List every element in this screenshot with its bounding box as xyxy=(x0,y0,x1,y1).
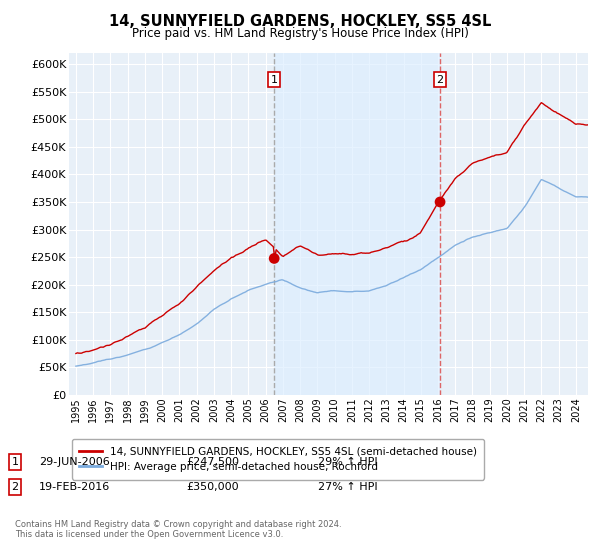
Legend: 14, SUNNYFIELD GARDENS, HOCKLEY, SS5 4SL (semi-detached house), HPI: Average pri: 14, SUNNYFIELD GARDENS, HOCKLEY, SS5 4SL… xyxy=(71,439,484,479)
Text: £247,500: £247,500 xyxy=(186,457,239,467)
Text: 19-FEB-2016: 19-FEB-2016 xyxy=(39,482,110,492)
Text: 1: 1 xyxy=(11,457,19,467)
Text: £350,000: £350,000 xyxy=(186,482,239,492)
Text: Price paid vs. HM Land Registry's House Price Index (HPI): Price paid vs. HM Land Registry's House … xyxy=(131,27,469,40)
Text: Contains HM Land Registry data © Crown copyright and database right 2024.
This d: Contains HM Land Registry data © Crown c… xyxy=(15,520,341,539)
Text: 14, SUNNYFIELD GARDENS, HOCKLEY, SS5 4SL: 14, SUNNYFIELD GARDENS, HOCKLEY, SS5 4SL xyxy=(109,14,491,29)
Bar xyxy=(274,53,440,395)
Text: 2: 2 xyxy=(436,74,443,85)
Point xyxy=(435,198,445,207)
Point xyxy=(269,254,279,263)
Text: 2: 2 xyxy=(11,482,19,492)
Text: 29% ↑ HPI: 29% ↑ HPI xyxy=(318,457,377,467)
Text: 29-JUN-2006: 29-JUN-2006 xyxy=(39,457,110,467)
Text: 1: 1 xyxy=(271,74,278,85)
Text: 27% ↑ HPI: 27% ↑ HPI xyxy=(318,482,377,492)
